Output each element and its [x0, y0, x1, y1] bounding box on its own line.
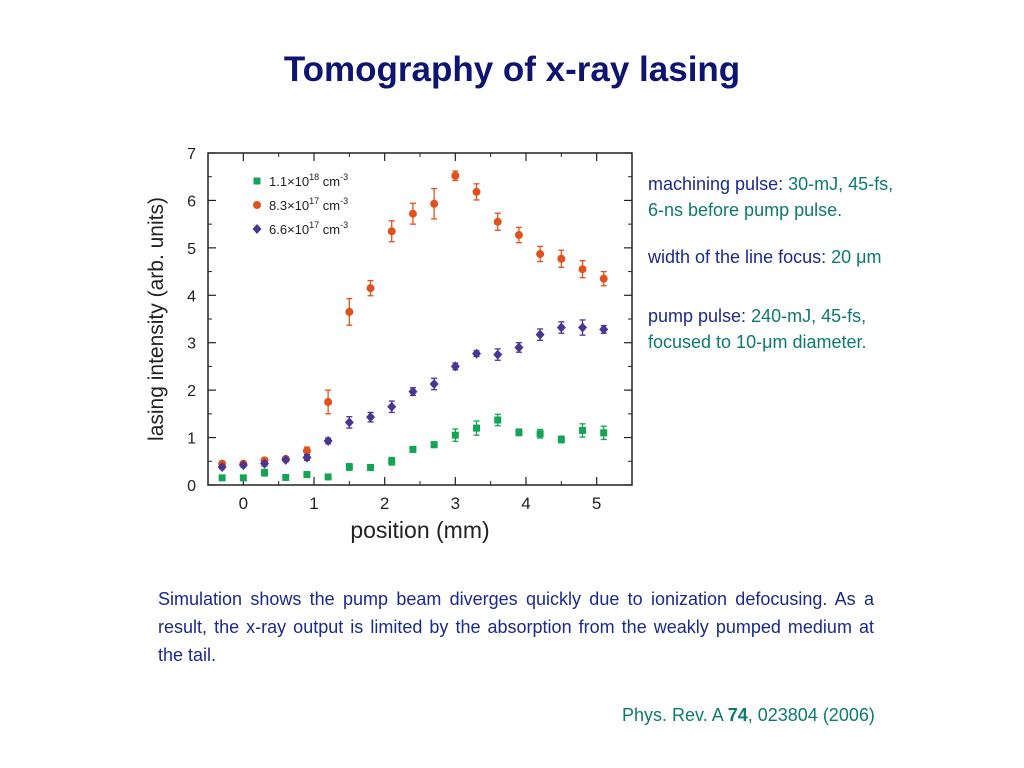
data-point-series-1	[388, 457, 396, 465]
line-focus-label: width of the line focus:	[648, 247, 832, 267]
data-point-series-1	[536, 430, 544, 438]
data-point-series-2	[302, 446, 311, 455]
machining-pulse-note: machining pulse: 30-mJ, 45-fs, 6-ns befo…	[648, 171, 893, 223]
data-point-series-2	[557, 254, 566, 263]
line-focus-note: width of the line focus: 20 μm	[648, 244, 882, 270]
data-point-series-1	[494, 416, 502, 424]
pump-pulse-note: pump pulse: 240-mJ, 45-fs, focused to 10…	[648, 303, 866, 355]
data-point-series-3	[450, 361, 460, 372]
data-point-series-3	[281, 454, 291, 465]
data-point-series-3	[217, 461, 227, 472]
data-point-series-1	[239, 474, 247, 482]
y-tick-label: 1	[187, 431, 196, 448]
y-tick-label: 5	[187, 241, 196, 258]
machining-pulse-value-2: 6-ns before pump pulse.	[648, 200, 843, 220]
data-point-series-2	[408, 209, 417, 218]
x-tick-label: 1	[309, 494, 318, 513]
data-point-series-2	[387, 227, 396, 236]
data-point-series-1	[367, 463, 375, 471]
legend-marker-series-2	[253, 201, 261, 209]
data-point-series-3	[387, 401, 397, 412]
y-tick-label: 3	[187, 336, 196, 353]
data-point-series-1	[345, 463, 353, 471]
y-tick-label: 2	[187, 383, 196, 400]
slide-title: Tomography of x-ray lasing	[283, 50, 741, 89]
citation-journal: Phys. Rev. A	[622, 705, 728, 725]
data-point-series-1	[409, 445, 417, 453]
data-point-series-1	[324, 473, 332, 481]
data-point-series-3	[323, 435, 333, 446]
data-point-series-3	[514, 342, 524, 353]
y-tick-label: 6	[187, 193, 196, 210]
pump-pulse-value-1: 240-mJ, 45-fs,	[751, 306, 867, 326]
data-point-series-2	[599, 274, 608, 283]
x-tick-label: 0	[239, 494, 248, 513]
data-point-series-2	[430, 199, 439, 208]
data-point-series-1	[303, 471, 311, 479]
data-point-series-3	[366, 412, 376, 423]
y-tick-label: 0	[187, 478, 196, 495]
data-point-series-1	[515, 428, 523, 436]
machining-pulse-value-1: 30-mJ, 45-fs,	[788, 174, 894, 194]
data-point-series-3	[429, 378, 439, 389]
data-point-series-3	[344, 417, 354, 428]
data-point-series-1	[282, 473, 290, 481]
data-point-series-1	[579, 426, 587, 434]
pump-pulse-label: pump pulse:	[648, 306, 752, 326]
data-point-series-2	[472, 187, 481, 196]
data-point-series-3	[493, 349, 503, 360]
data-point-series-1	[261, 469, 269, 477]
data-point-series-2	[578, 265, 587, 274]
pump-pulse-value-2: focused to 10-μm diameter.	[648, 332, 867, 352]
x-tick-label: 4	[521, 494, 530, 513]
data-point-series-3	[578, 322, 588, 333]
data-point-series-3	[472, 348, 482, 359]
data-point-series-1	[600, 429, 608, 437]
data-point-series-1	[473, 424, 481, 432]
legend-marker-series-1	[253, 177, 261, 185]
x-tick-label: 3	[451, 494, 460, 513]
data-point-series-2	[366, 284, 375, 293]
data-point-series-1	[218, 474, 226, 482]
data-point-series-1	[451, 431, 459, 439]
citation-rest: , 023804 (2006)	[747, 705, 875, 725]
y-axis-label: lasing intensity (arb. units)	[145, 197, 168, 441]
legend-marker-series-3	[252, 224, 262, 234]
data-point-series-3	[556, 322, 566, 333]
x-axis-label: position (mm)	[350, 517, 489, 543]
data-point-series-1	[557, 435, 565, 443]
data-point-series-3	[238, 460, 248, 471]
y-tick-label: 7	[187, 146, 196, 163]
legend-label-series-1: 1.1×1018 cm-3	[269, 172, 348, 189]
line-focus-value: 20 μm	[831, 247, 882, 267]
x-tick-label: 2	[380, 494, 389, 513]
data-point-series-1	[430, 441, 438, 449]
citation: Phys. Rev. A 74, 023804 (2006)	[622, 705, 875, 726]
machining-pulse-label: machining pulse:	[648, 174, 789, 194]
legend-label-series-2: 8.3×1017 cm-3	[269, 196, 348, 213]
x-tick-label: 5	[592, 494, 601, 513]
data-point-series-2	[493, 217, 502, 226]
data-point-series-2	[451, 171, 460, 180]
data-point-series-2	[324, 398, 333, 406]
legend-label-series-3: 6.6×1017 cm-3	[269, 220, 348, 237]
data-point-series-3	[302, 452, 312, 463]
y-tick-label: 4	[187, 288, 196, 305]
data-point-series-2	[345, 307, 354, 316]
data-point-series-2	[514, 231, 523, 240]
data-point-series-3	[408, 386, 418, 397]
data-point-series-3	[260, 458, 270, 469]
data-point-series-3	[535, 329, 545, 340]
data-point-series-2	[536, 250, 545, 259]
data-point-series-3	[599, 324, 609, 335]
simulation-paragraph: Simulation shows the pump beam diverges …	[158, 589, 874, 665]
citation-volume: 74	[727, 705, 748, 725]
